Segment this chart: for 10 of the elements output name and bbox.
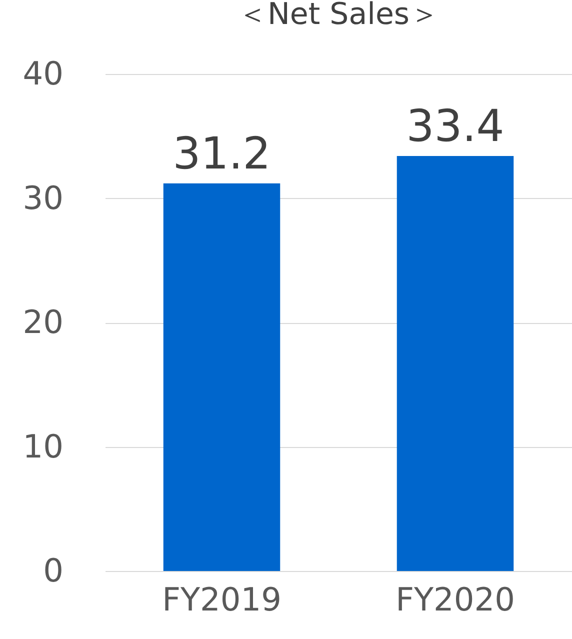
y-tick-label: 20 bbox=[22, 303, 64, 341]
y-tick-label: 30 bbox=[22, 178, 64, 217]
chart-title: ＜Net Sales＞ bbox=[237, 0, 440, 32]
data-label: 31.2 bbox=[172, 128, 271, 180]
y-tick-label: 40 bbox=[22, 54, 64, 92]
x-tick-label: FY2019 bbox=[162, 580, 282, 618]
x-tick-label: FY2020 bbox=[396, 580, 515, 618]
y-tick-label: 0 bbox=[43, 552, 64, 590]
y-tick-label: 10 bbox=[22, 427, 64, 466]
data-label: 33.4 bbox=[406, 101, 504, 152]
